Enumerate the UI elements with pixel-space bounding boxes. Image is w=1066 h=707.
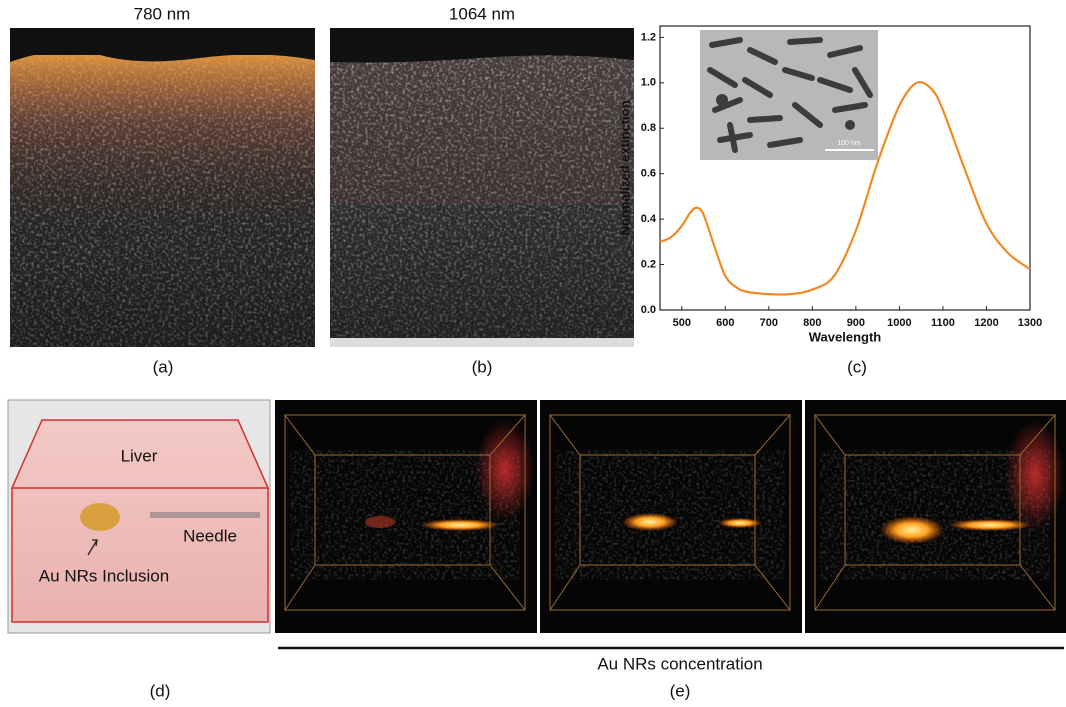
panel-title: 780 nm (134, 4, 191, 23)
x-tick-label: 1000 (887, 317, 911, 329)
x-tick-label: 800 (803, 317, 821, 329)
panel-title: 1064 nm (449, 4, 515, 23)
x-tick-label: 1300 (1018, 317, 1042, 329)
axis-label: Au NRs concentration (597, 654, 762, 673)
extinction-chart: 100 nm 0.0 0.2 0.4 0.6 0.8 1.0 1.2 500 600 700 800… (617, 26, 1042, 344)
y-tick-label: 0.0 (641, 304, 656, 316)
x-tick-label: 600 (716, 317, 734, 329)
y-tick-label: 1.2 (641, 31, 656, 43)
x-tick-label: 1200 (974, 317, 998, 329)
y-tick-label: 0.8 (641, 122, 656, 134)
liver-label: Liver (121, 446, 158, 465)
panel-label: (d) (150, 681, 171, 700)
scale-label: 100 nm (837, 140, 861, 147)
x-tick-label: 900 (847, 317, 865, 329)
panel-label: (b) (472, 357, 493, 376)
panel-label: (e) (670, 681, 691, 700)
y-axis-title: Normalized extinction (617, 100, 632, 235)
y-tick-label: 1.0 (641, 77, 656, 89)
x-axis-title: Wavelength (809, 329, 882, 344)
panel-b-image (330, 28, 634, 347)
y-tick-label: 0.2 (641, 258, 656, 270)
volume (275, 400, 537, 633)
panel-d-diagram (8, 400, 270, 633)
panel-label: (a) (153, 357, 174, 376)
x-tick-label: 500 (673, 317, 691, 329)
volume (805, 400, 1066, 633)
panel-a-image (10, 28, 315, 347)
x-tick-label: 1100 (931, 317, 955, 329)
inclusion-label: Au NRs Inclusion (39, 566, 169, 585)
tem-inset: 100 nm (700, 30, 878, 160)
y-tick-label: 0.6 (641, 168, 656, 180)
figure: 780 nm (a) 1064 nm (b) 1 (0, 0, 1066, 707)
panel-e-volumes (275, 400, 1066, 648)
volume (540, 400, 802, 633)
x-tick-label: 700 (760, 317, 778, 329)
needle-label: Needle (183, 526, 237, 545)
panel-label: (c) (847, 357, 867, 376)
y-tick-label: 0.4 (641, 213, 657, 225)
